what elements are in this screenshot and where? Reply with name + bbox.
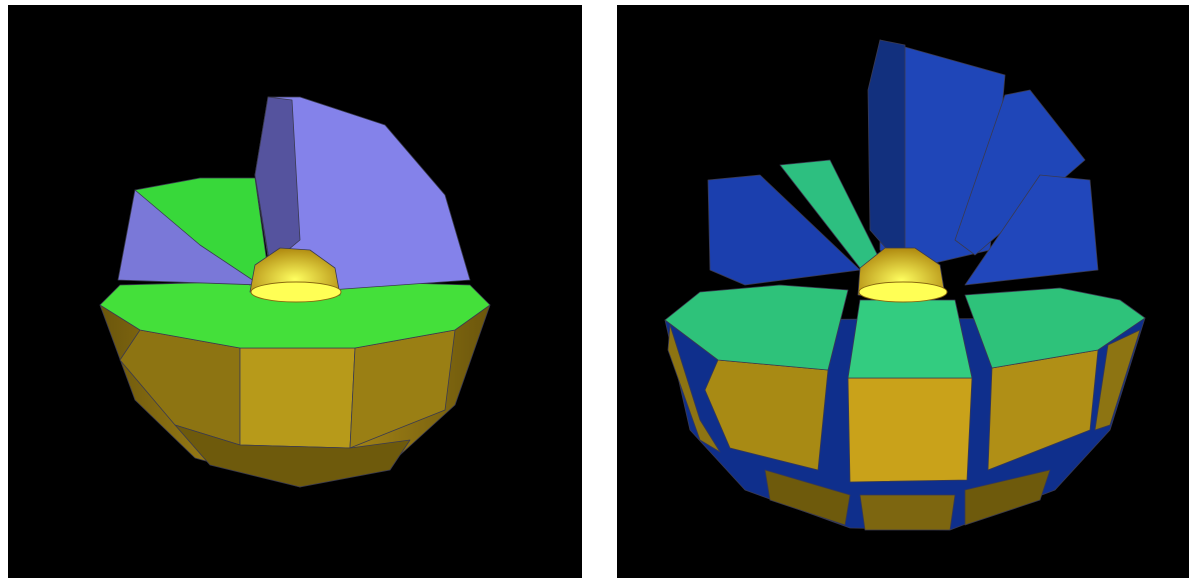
face (847, 377, 973, 483)
right-render (617, 5, 1189, 578)
wedge (964, 174, 1099, 286)
top-segment (847, 299, 973, 379)
wedge-side (254, 96, 301, 266)
wedge (707, 174, 861, 286)
wedge (117, 189, 261, 286)
core-rim (858, 281, 948, 303)
face (764, 469, 851, 526)
core-rim (250, 281, 342, 303)
face (859, 494, 956, 531)
top-segment (964, 287, 1146, 369)
face (667, 324, 721, 453)
face (174, 424, 411, 488)
top-segment (664, 284, 849, 371)
face (964, 469, 1051, 526)
face (239, 347, 356, 449)
left-render (8, 5, 582, 578)
face (1094, 329, 1141, 431)
